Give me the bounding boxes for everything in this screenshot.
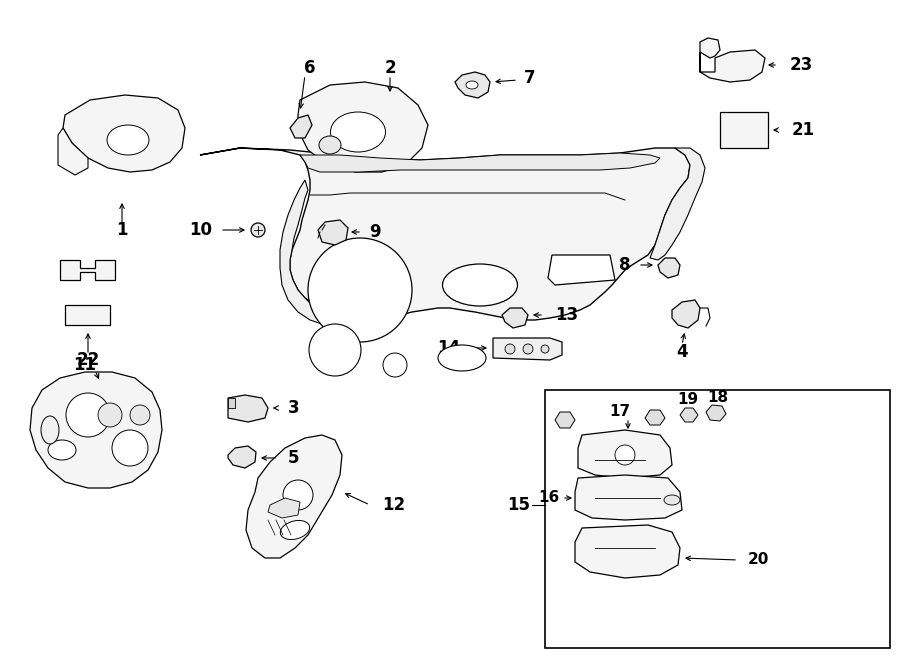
Text: 2: 2 xyxy=(384,59,396,77)
Text: 14: 14 xyxy=(436,339,460,357)
Circle shape xyxy=(112,430,148,466)
Circle shape xyxy=(309,324,361,376)
Polygon shape xyxy=(700,38,720,58)
Circle shape xyxy=(308,238,412,342)
Ellipse shape xyxy=(330,112,385,152)
Text: 15: 15 xyxy=(507,496,530,514)
Circle shape xyxy=(66,393,110,437)
Circle shape xyxy=(98,403,122,427)
Polygon shape xyxy=(706,405,726,421)
Polygon shape xyxy=(318,220,348,245)
Polygon shape xyxy=(658,258,680,278)
Polygon shape xyxy=(720,112,768,148)
Polygon shape xyxy=(228,398,235,408)
Polygon shape xyxy=(672,300,700,328)
Circle shape xyxy=(283,480,313,510)
Ellipse shape xyxy=(107,125,149,155)
Circle shape xyxy=(523,344,533,354)
Polygon shape xyxy=(65,305,110,325)
Bar xyxy=(545,390,890,648)
Text: 3: 3 xyxy=(288,399,300,417)
Text: 10: 10 xyxy=(189,221,212,239)
Ellipse shape xyxy=(443,264,518,306)
Circle shape xyxy=(615,445,635,465)
Polygon shape xyxy=(30,372,162,488)
Text: 12: 12 xyxy=(382,496,405,514)
Text: 11: 11 xyxy=(74,356,96,374)
Text: 18: 18 xyxy=(707,391,729,405)
Polygon shape xyxy=(502,308,528,328)
Polygon shape xyxy=(548,255,615,285)
Ellipse shape xyxy=(41,416,59,444)
Circle shape xyxy=(130,405,150,425)
Ellipse shape xyxy=(466,81,478,89)
Text: 1: 1 xyxy=(116,221,128,239)
Polygon shape xyxy=(246,435,342,558)
Polygon shape xyxy=(650,148,705,260)
Text: 19: 19 xyxy=(678,393,698,407)
Text: 21: 21 xyxy=(792,121,815,139)
Text: 4: 4 xyxy=(676,343,688,361)
Text: 9: 9 xyxy=(369,223,381,241)
Text: 7: 7 xyxy=(524,69,536,87)
Polygon shape xyxy=(645,410,665,425)
Text: 8: 8 xyxy=(618,256,630,274)
Polygon shape xyxy=(280,180,362,325)
Polygon shape xyxy=(60,260,115,280)
Ellipse shape xyxy=(48,440,76,460)
Polygon shape xyxy=(228,446,256,468)
Ellipse shape xyxy=(664,495,680,505)
Ellipse shape xyxy=(438,345,486,371)
Polygon shape xyxy=(63,95,185,172)
Ellipse shape xyxy=(319,136,341,154)
Polygon shape xyxy=(200,148,690,320)
Polygon shape xyxy=(228,395,268,422)
Text: 6: 6 xyxy=(304,59,316,77)
Polygon shape xyxy=(493,338,562,360)
Circle shape xyxy=(383,353,407,377)
Ellipse shape xyxy=(280,520,310,539)
Polygon shape xyxy=(575,525,680,578)
Circle shape xyxy=(541,345,549,353)
Text: 23: 23 xyxy=(790,56,814,74)
Polygon shape xyxy=(455,72,490,98)
Circle shape xyxy=(505,344,515,354)
Polygon shape xyxy=(58,128,88,175)
Polygon shape xyxy=(680,408,698,422)
Polygon shape xyxy=(290,115,312,138)
Polygon shape xyxy=(700,50,765,82)
Text: 20: 20 xyxy=(748,553,770,568)
Text: 13: 13 xyxy=(555,306,578,324)
Circle shape xyxy=(251,223,265,237)
Text: 17: 17 xyxy=(609,405,631,420)
Polygon shape xyxy=(300,153,660,172)
Polygon shape xyxy=(578,430,672,478)
Polygon shape xyxy=(298,82,428,172)
Polygon shape xyxy=(575,475,682,520)
Polygon shape xyxy=(268,498,300,518)
Text: 16: 16 xyxy=(539,490,560,506)
Text: 22: 22 xyxy=(76,351,100,369)
Text: 5: 5 xyxy=(288,449,300,467)
Polygon shape xyxy=(555,412,575,428)
